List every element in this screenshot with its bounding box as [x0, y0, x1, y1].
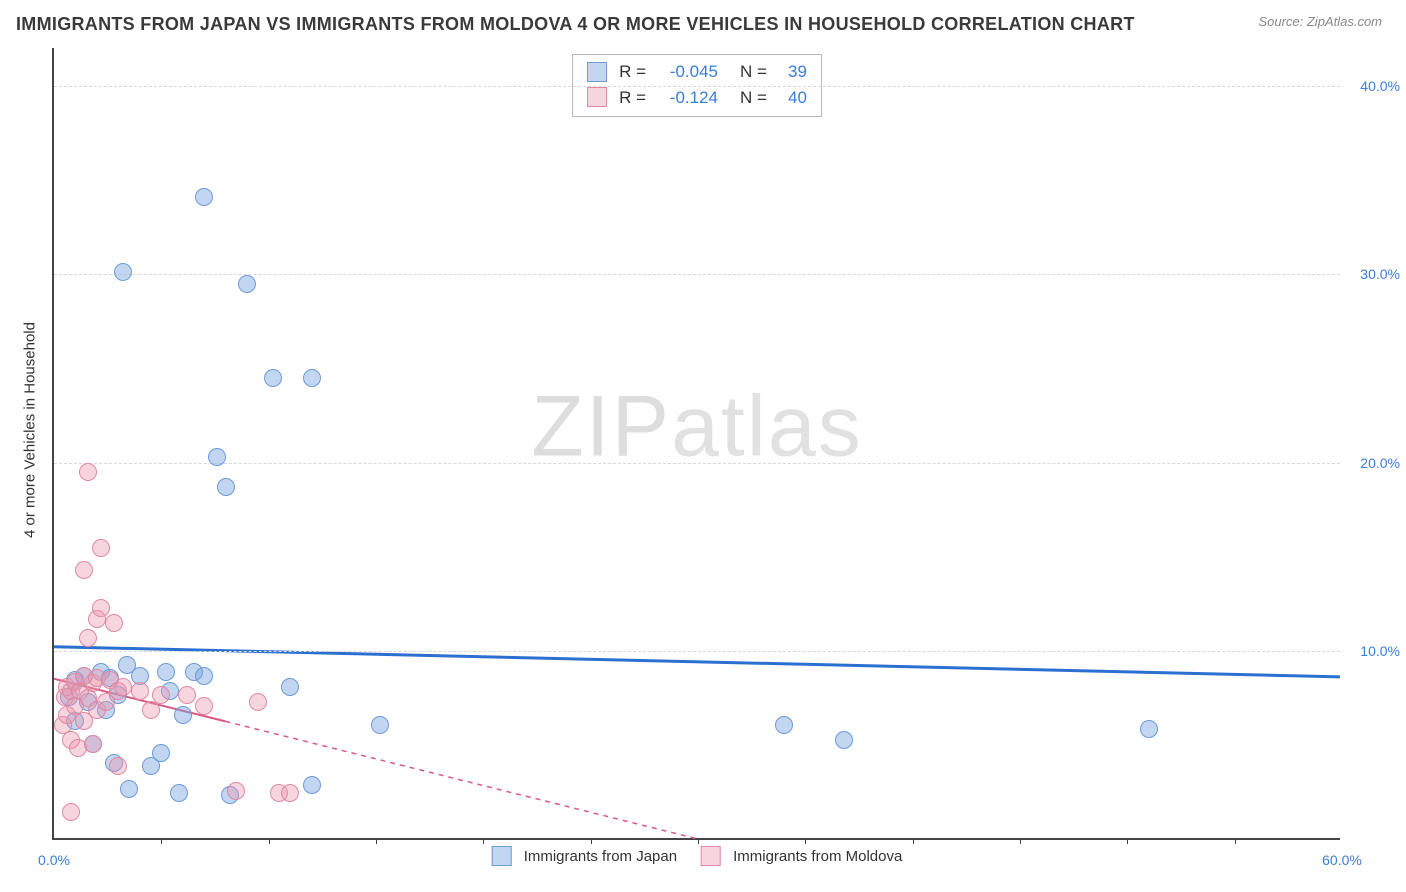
- corr-r-value: -0.045: [652, 59, 718, 85]
- source-attribution: Source: ZipAtlas.com: [1258, 14, 1382, 29]
- data-point-japan: [264, 369, 282, 387]
- x-tick-mark: [483, 838, 484, 844]
- y-tick-label: 10.0%: [1344, 643, 1400, 659]
- data-point-moldova: [84, 735, 102, 753]
- y-tick-label: 30.0%: [1344, 266, 1400, 282]
- x-tick-label: 60.0%: [1322, 852, 1362, 868]
- data-point-moldova: [281, 784, 299, 802]
- data-point-japan: [217, 478, 235, 496]
- gridline: [54, 86, 1340, 87]
- corr-row-moldova: R =-0.124 N =40: [587, 85, 807, 111]
- chart-title: IMMIGRANTS FROM JAPAN VS IMMIGRANTS FROM…: [16, 14, 1135, 35]
- x-tick-mark: [1127, 838, 1128, 844]
- plot-area: ZIPatlas R =-0.045N =39R =-0.124N =40 Im…: [52, 48, 1340, 840]
- data-point-moldova: [142, 701, 160, 719]
- legend-label: Immigrants from Moldova: [733, 848, 902, 865]
- data-point-japan: [238, 275, 256, 293]
- x-tick-label: 0.0%: [38, 852, 70, 868]
- x-tick-mark: [1020, 838, 1021, 844]
- data-point-moldova: [114, 678, 132, 696]
- data-point-japan: [1140, 720, 1158, 738]
- swatch-japan: [492, 846, 512, 866]
- corr-r-label: R =: [619, 59, 646, 85]
- data-point-moldova: [227, 782, 245, 800]
- corr-n-value: 40: [773, 85, 807, 111]
- data-point-japan: [208, 448, 226, 466]
- gridline: [54, 651, 1340, 652]
- data-point-japan: [303, 369, 321, 387]
- data-point-japan: [170, 784, 188, 802]
- trendline-moldova-dashed: [225, 721, 697, 838]
- data-point-japan: [775, 716, 793, 734]
- legend-item-japan: Immigrants from Japan: [492, 846, 677, 866]
- data-point-moldova: [105, 614, 123, 632]
- data-point-japan: [195, 667, 213, 685]
- data-point-moldova: [79, 629, 97, 647]
- data-point-moldova: [152, 686, 170, 704]
- legend-item-moldova: Immigrants from Moldova: [701, 846, 902, 866]
- swatch-moldova: [587, 87, 607, 107]
- x-tick-mark: [591, 838, 592, 844]
- data-point-moldova: [178, 686, 196, 704]
- data-point-japan: [371, 716, 389, 734]
- legend: Immigrants from Japan Immigrants from Mol…: [492, 846, 903, 866]
- data-point-moldova: [79, 463, 97, 481]
- y-axis-label: 4 or more Vehicles in Household: [22, 322, 39, 538]
- data-point-moldova: [109, 757, 127, 775]
- data-point-japan: [303, 776, 321, 794]
- swatch-japan: [587, 62, 607, 82]
- data-point-japan: [114, 263, 132, 281]
- chart-container: IMMIGRANTS FROM JAPAN VS IMMIGRANTS FROM…: [0, 0, 1406, 892]
- data-point-japan: [174, 706, 192, 724]
- data-point-moldova: [131, 682, 149, 700]
- data-point-japan: [152, 744, 170, 762]
- x-tick-mark: [1235, 838, 1236, 844]
- legend-label: Immigrants from Japan: [524, 848, 677, 865]
- data-point-moldova: [249, 693, 267, 711]
- data-point-japan: [835, 731, 853, 749]
- swatch-moldova: [701, 846, 721, 866]
- corr-row-japan: R =-0.045 N =39: [587, 59, 807, 85]
- data-point-japan: [195, 188, 213, 206]
- corr-r-value: -0.124: [652, 85, 718, 111]
- x-tick-mark: [913, 838, 914, 844]
- x-tick-mark: [805, 838, 806, 844]
- data-point-japan: [157, 663, 175, 681]
- data-point-japan: [120, 780, 138, 798]
- data-point-moldova: [92, 599, 110, 617]
- data-point-japan: [281, 678, 299, 696]
- corr-n-label: N =: [740, 59, 767, 85]
- y-tick-label: 20.0%: [1344, 455, 1400, 471]
- data-point-moldova: [75, 561, 93, 579]
- x-tick-mark: [376, 838, 377, 844]
- data-point-moldova: [195, 697, 213, 715]
- x-tick-mark: [698, 838, 699, 844]
- corr-n-value: 39: [773, 59, 807, 85]
- corr-r-label: R =: [619, 85, 646, 111]
- gridline: [54, 463, 1340, 464]
- corr-n-label: N =: [740, 85, 767, 111]
- y-tick-label: 40.0%: [1344, 78, 1400, 94]
- data-point-moldova: [62, 803, 80, 821]
- data-point-moldova: [92, 539, 110, 557]
- x-tick-mark: [161, 838, 162, 844]
- x-tick-mark: [269, 838, 270, 844]
